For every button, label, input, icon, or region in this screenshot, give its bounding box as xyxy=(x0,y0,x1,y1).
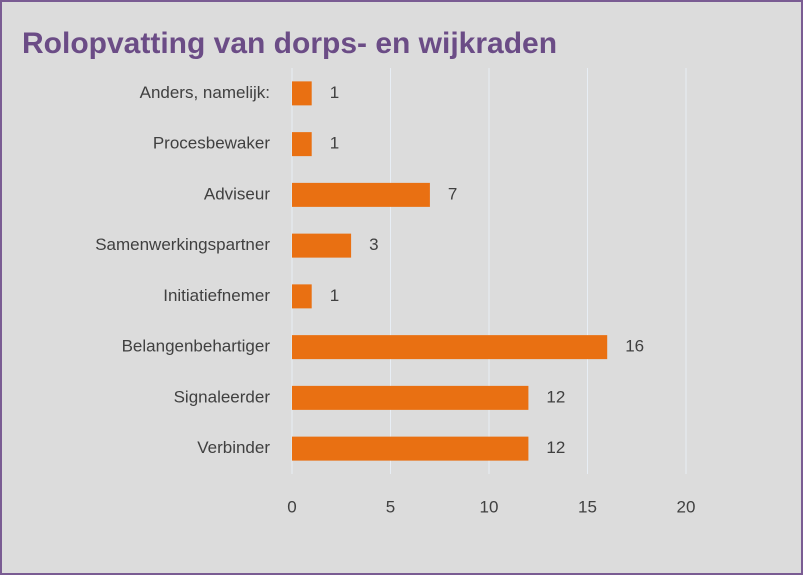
bar xyxy=(292,132,312,157)
value-label: 12 xyxy=(546,387,565,406)
bar xyxy=(292,436,529,461)
value-label: 3 xyxy=(369,235,378,254)
x-tick-label: 15 xyxy=(578,497,597,516)
bar xyxy=(292,182,430,207)
bar xyxy=(292,233,352,258)
value-label: 12 xyxy=(546,438,565,457)
x-tick-label: 5 xyxy=(386,497,395,516)
y-tick-label: Procesbewaker xyxy=(153,134,271,153)
value-label: 7 xyxy=(448,184,457,203)
y-tick-label: Signaleerder xyxy=(174,387,271,406)
y-tick-label: Verbinder xyxy=(197,438,270,457)
bar xyxy=(292,385,529,410)
y-tick-label: Initiatiefnemer xyxy=(163,286,270,305)
x-tick-label: 0 xyxy=(287,497,296,516)
value-label: 1 xyxy=(330,83,339,102)
bar xyxy=(292,335,608,360)
value-label: 1 xyxy=(330,286,339,305)
y-tick-label: Anders, namelijk: xyxy=(140,83,270,102)
y-tick-label: Adviseur xyxy=(204,184,270,203)
bar xyxy=(292,81,312,106)
chart-title: Rolopvatting van dorps- en wijkraden xyxy=(22,27,557,60)
x-tick-label: 20 xyxy=(677,497,696,516)
bar xyxy=(292,284,312,309)
x-tick-label: 10 xyxy=(480,497,499,516)
y-tick-label: Samenwerkingspartner xyxy=(95,235,270,254)
y-tick-label: Belangenbehartiger xyxy=(122,337,271,356)
value-label: 1 xyxy=(330,134,339,153)
value-label: 16 xyxy=(625,337,644,356)
